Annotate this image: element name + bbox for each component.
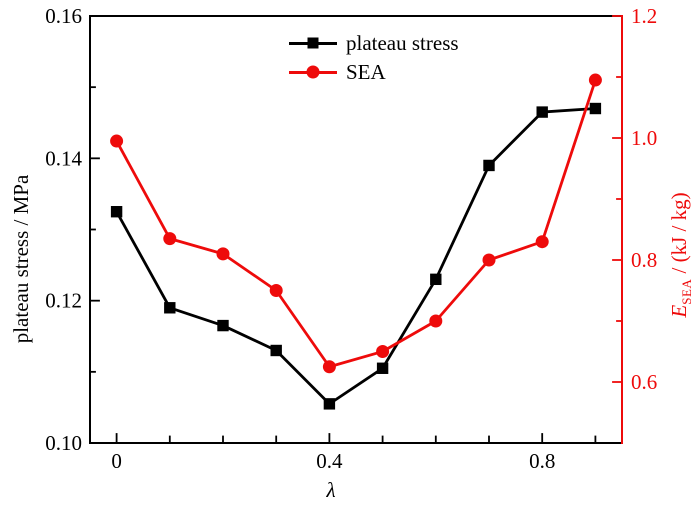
- left-axis-title: plateau stress / MPa: [9, 174, 33, 344]
- sea-point: [110, 134, 124, 148]
- sea-point: [163, 232, 177, 246]
- y-right-tick-label: 1.0: [631, 126, 657, 150]
- y-left-tick-label: 0.10: [45, 431, 82, 455]
- right-axis-title-symbol: E: [667, 304, 691, 318]
- y-right-tick-label: 0.8: [631, 248, 657, 272]
- plateau-stress-point: [536, 106, 548, 118]
- legend-item-plateau-stress: plateau stress: [289, 29, 459, 57]
- y-right-tick-label: 0.6: [631, 370, 657, 394]
- plateau-stress-point: [430, 273, 442, 286]
- x-tick-label: 0.4: [316, 449, 343, 473]
- x-axis-title: λ: [326, 478, 336, 502]
- right-axis-title-units: / (kJ / kg): [667, 192, 691, 279]
- plateau-stress-point: [217, 319, 229, 332]
- legend-item-sea: SEA: [289, 58, 459, 86]
- plateau-stress-point: [110, 206, 123, 218]
- plateau-stress-point: [270, 344, 282, 357]
- y-left-tick-label: 0.12: [45, 289, 82, 313]
- sea-point: [322, 360, 336, 374]
- sea-point: [269, 284, 283, 297]
- legend-label-sea: SEA: [346, 59, 386, 84]
- y-left-tick-label: 0.14: [45, 146, 82, 170]
- plateau-stress-legend-square-icon: [307, 37, 319, 49]
- sea-point: [429, 314, 443, 328]
- plateau-stress-line: [115, 107, 596, 406]
- legend: plateau stress SEA: [289, 29, 459, 86]
- plateau-stress-point: [483, 159, 495, 172]
- sea-line: [115, 79, 597, 369]
- legend-label-plateau-stress: plateau stress: [346, 30, 459, 55]
- sea-point: [588, 73, 602, 87]
- plateau-stress-point: [376, 362, 389, 374]
- sea-point: [376, 345, 390, 358]
- y-right-tick-label: 1.2: [631, 4, 657, 28]
- plateau-stress-legend-sample: [289, 35, 337, 51]
- right-axis-title: ESEA / (kJ / kg): [666, 115, 694, 395]
- plateau-stress-point: [164, 302, 176, 314]
- x-tick-label: 0.8: [529, 449, 555, 473]
- sea-point: [482, 253, 496, 267]
- y-left-tick-label: 0.16: [45, 4, 82, 28]
- sea-point: [216, 247, 230, 261]
- plateau-stress-point: [589, 102, 602, 115]
- sea-legend-sample: [289, 64, 337, 80]
- plateau-stress-point: [323, 398, 336, 410]
- right-axis-title-subscript: SEA: [679, 278, 694, 305]
- sea-legend-circle-icon: [306, 65, 320, 79]
- x-tick-label: 0: [111, 449, 122, 473]
- sea-point: [535, 235, 549, 249]
